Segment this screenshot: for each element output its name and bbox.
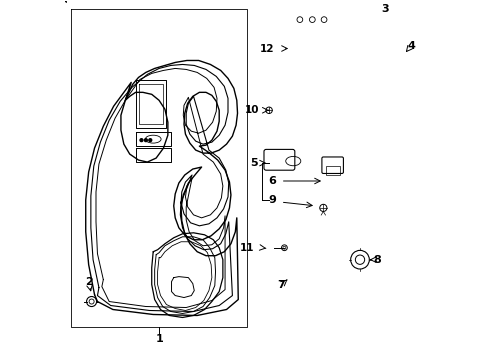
Text: 1: 1 <box>155 334 163 345</box>
Circle shape <box>140 139 142 141</box>
Text: 6: 6 <box>267 176 275 186</box>
Circle shape <box>144 139 147 141</box>
Bar <box>325 166 339 175</box>
Text: 2: 2 <box>84 276 92 287</box>
Text: 9: 9 <box>267 195 275 205</box>
Text: 12: 12 <box>259 44 274 54</box>
Text: 11: 11 <box>240 243 254 253</box>
Text: 8: 8 <box>373 255 381 265</box>
Circle shape <box>148 139 151 141</box>
Text: 7: 7 <box>277 280 285 289</box>
Text: 3: 3 <box>380 4 388 14</box>
Text: 5: 5 <box>250 158 258 168</box>
Text: 4: 4 <box>407 41 414 50</box>
Text: 10: 10 <box>244 105 259 115</box>
